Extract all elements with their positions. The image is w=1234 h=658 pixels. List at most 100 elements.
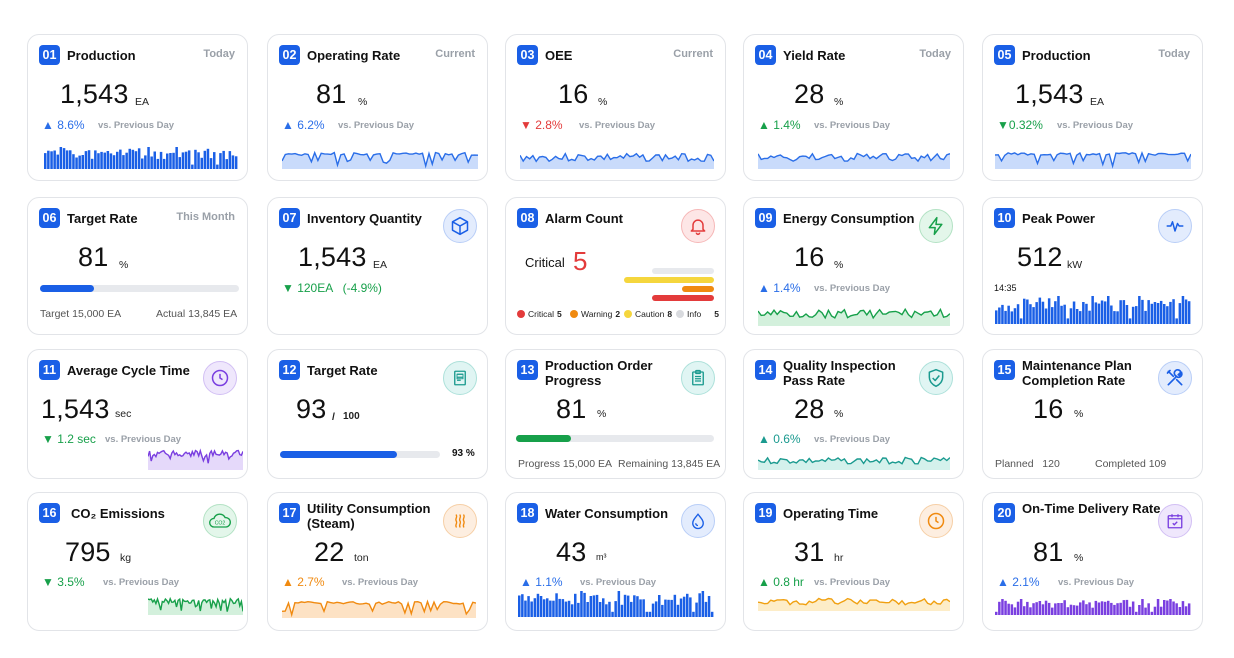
kpi-card-production[interactable]: 01 Production Today 1,543 EA ▲ 8.6% vs. … [27,34,248,181]
card-number: 05 [994,45,1015,65]
kpi-card-energy-consumption[interactable]: 09 Energy Consumption 16 % ▲ 1.4% vs. Pr… [743,197,964,335]
spark-bar [1001,304,1004,324]
spark-bar [134,151,138,169]
spark-bar [654,601,658,617]
card-title: Quality Inspection Pass Rate [783,358,896,388]
spark-bar [536,593,540,617]
card-title: OEE [545,48,573,63]
spark-bar [1079,311,1082,324]
card-value: 16 [794,242,825,272]
card-number: 20 [994,503,1015,523]
progress-track [516,435,714,442]
card-unit: % [358,96,368,108]
kpi-card-utility-consumption-steam[interactable]: 17 Utility Consumption (Steam) 22 ton ▲ … [267,492,488,631]
kpi-card-yield-rate[interactable]: 04 Yield Rate Today 28 % ▲ 1.4% vs. Prev… [743,34,964,181]
card-number: 18 [517,503,538,523]
legend-count: 8 [667,309,673,319]
spark-bar [1100,300,1104,324]
kpi-card-production-2[interactable]: 05 Production Today 1,543 EA ▼0.32% vs. … [982,34,1203,181]
spark-bar [59,147,63,169]
card-title: Peak Power [1022,211,1095,226]
spark-bar [670,599,673,617]
spark-bar [552,600,555,617]
spark-bar [1094,600,1098,615]
kpi-card-alarm-count[interactable]: 08 Alarm Count Critical 5 Critical 5 Warn… [505,197,726,335]
spark-bar [598,602,602,617]
spark-bar [216,164,219,169]
spark-area [758,457,950,470]
card-title: Water Consumption [545,506,669,521]
kpi-card-co2-emissions[interactable]: 16 CO₂ Emissions CO2 795 kg ▼ 3.5% vs. P… [27,492,248,631]
spark-bar [1141,599,1144,615]
kpi-card-peak-power[interactable]: 10 Peak Power 512 kW 14:35 [982,197,1203,335]
kpi-card-operating-time[interactable]: 19 Operating Time 31 hr ▲ 0.8 hr vs. Pre… [743,492,964,631]
kpi-card-inventory-quantity[interactable]: 07 Inventory Quantity 1,543 EA ▼ 120EA (… [267,197,488,335]
spark-area [995,152,1191,169]
spark-bar [1091,607,1094,615]
spark-bar [147,147,150,169]
spark-line [758,597,950,606]
spark-bar [639,599,642,617]
kpi-card-target-rate[interactable]: 06 Target Rate This Month 81 % Target 15… [27,197,248,335]
spark-area [282,601,476,618]
spark-bar [642,599,645,617]
card-value: 1,543 [41,394,110,424]
peak-time: 14:35 [994,283,1017,293]
kpi-card-target-rate-2[interactable]: 12 Target Rate 93 / 100 93 % [267,349,488,479]
card-value: 81 [1033,537,1064,567]
spark-bar [203,150,207,169]
spark-bar [72,154,75,169]
spark-bar [704,601,708,617]
spark-bar [567,600,571,617]
spark-bar [137,148,141,169]
legend-name: Warning [581,309,613,319]
card-title: Average Cycle Time [67,363,190,378]
spark-bar [222,150,225,169]
spark-bar [1051,307,1054,324]
card-value: 81 [78,242,109,272]
co2-cloud-icon: CO2 [203,504,237,538]
spark-bar [636,596,639,617]
spark-bar [645,611,649,617]
kpi-card-on-time-delivery-rate[interactable]: 20 On-Time Delivery Rate 81 % ▲ 2.1% vs.… [982,492,1203,631]
kpi-card-average-cycle-time[interactable]: 11 Average Cycle Time 1,543 sec ▼ 1.2 se… [27,349,248,479]
spark-bar [87,150,91,169]
spark-bar [1169,301,1172,324]
kpi-card-operating-rate[interactable]: 02 Operating Rate Current 81 % ▲ 6.2% vs… [267,34,488,181]
spark-bar [50,151,53,169]
spark-bar [524,600,527,617]
kpi-card-production-order-progress[interactable]: 13 Production Order Progress 81 % Progre… [505,349,726,479]
spark-bar [81,155,84,169]
spark-bar [679,598,683,617]
spark-bar [1088,310,1091,324]
spark-bar [1085,604,1088,615]
spark-bar [181,152,185,169]
card-value: 31 [794,537,825,567]
alarm-legend-critical: Critical 5 [517,309,562,319]
sparkline-bars [995,296,1191,324]
spark-bar [1001,599,1004,615]
spark-bar [1041,604,1045,615]
spark-bar [78,155,81,169]
spark-bar [194,149,197,169]
spark-bar [995,611,998,615]
kpi-card-quality-inspection-pass-rate[interactable]: 14 Quality Inspection Pass Rate 28 % ▲ 0… [743,349,964,479]
legend-dot [570,310,578,318]
card-unit: EA [1090,96,1105,108]
spark-bar [1181,296,1185,324]
spark-bar [1054,603,1057,615]
kpi-card-oee[interactable]: 03 OEE Current 16 % ▼ 2.8% vs. Previous … [505,34,726,181]
card-number: 11 [39,360,60,380]
card-period: Current [673,48,713,60]
card-number: 17 [279,503,300,523]
card-value: 28 [794,79,825,109]
alarm-legend-warning: Warning 2 [570,309,620,319]
kpi-card-water-consumption[interactable]: 18 Water Consumption 43 m³ ▲ 1.1% vs. Pr… [505,492,726,631]
steam-icon [443,504,477,538]
card-delta: ▼ 120EA (-4.9%) [282,281,382,295]
card-title: Target Rate [307,363,378,378]
spark-bar [1153,302,1157,324]
spark-bar [1026,299,1029,324]
kpi-card-maintenance-plan-completion-rate[interactable]: 15 Maintenance Plan Completion Rate 16 %… [982,349,1203,479]
spark-bar [1175,603,1178,615]
